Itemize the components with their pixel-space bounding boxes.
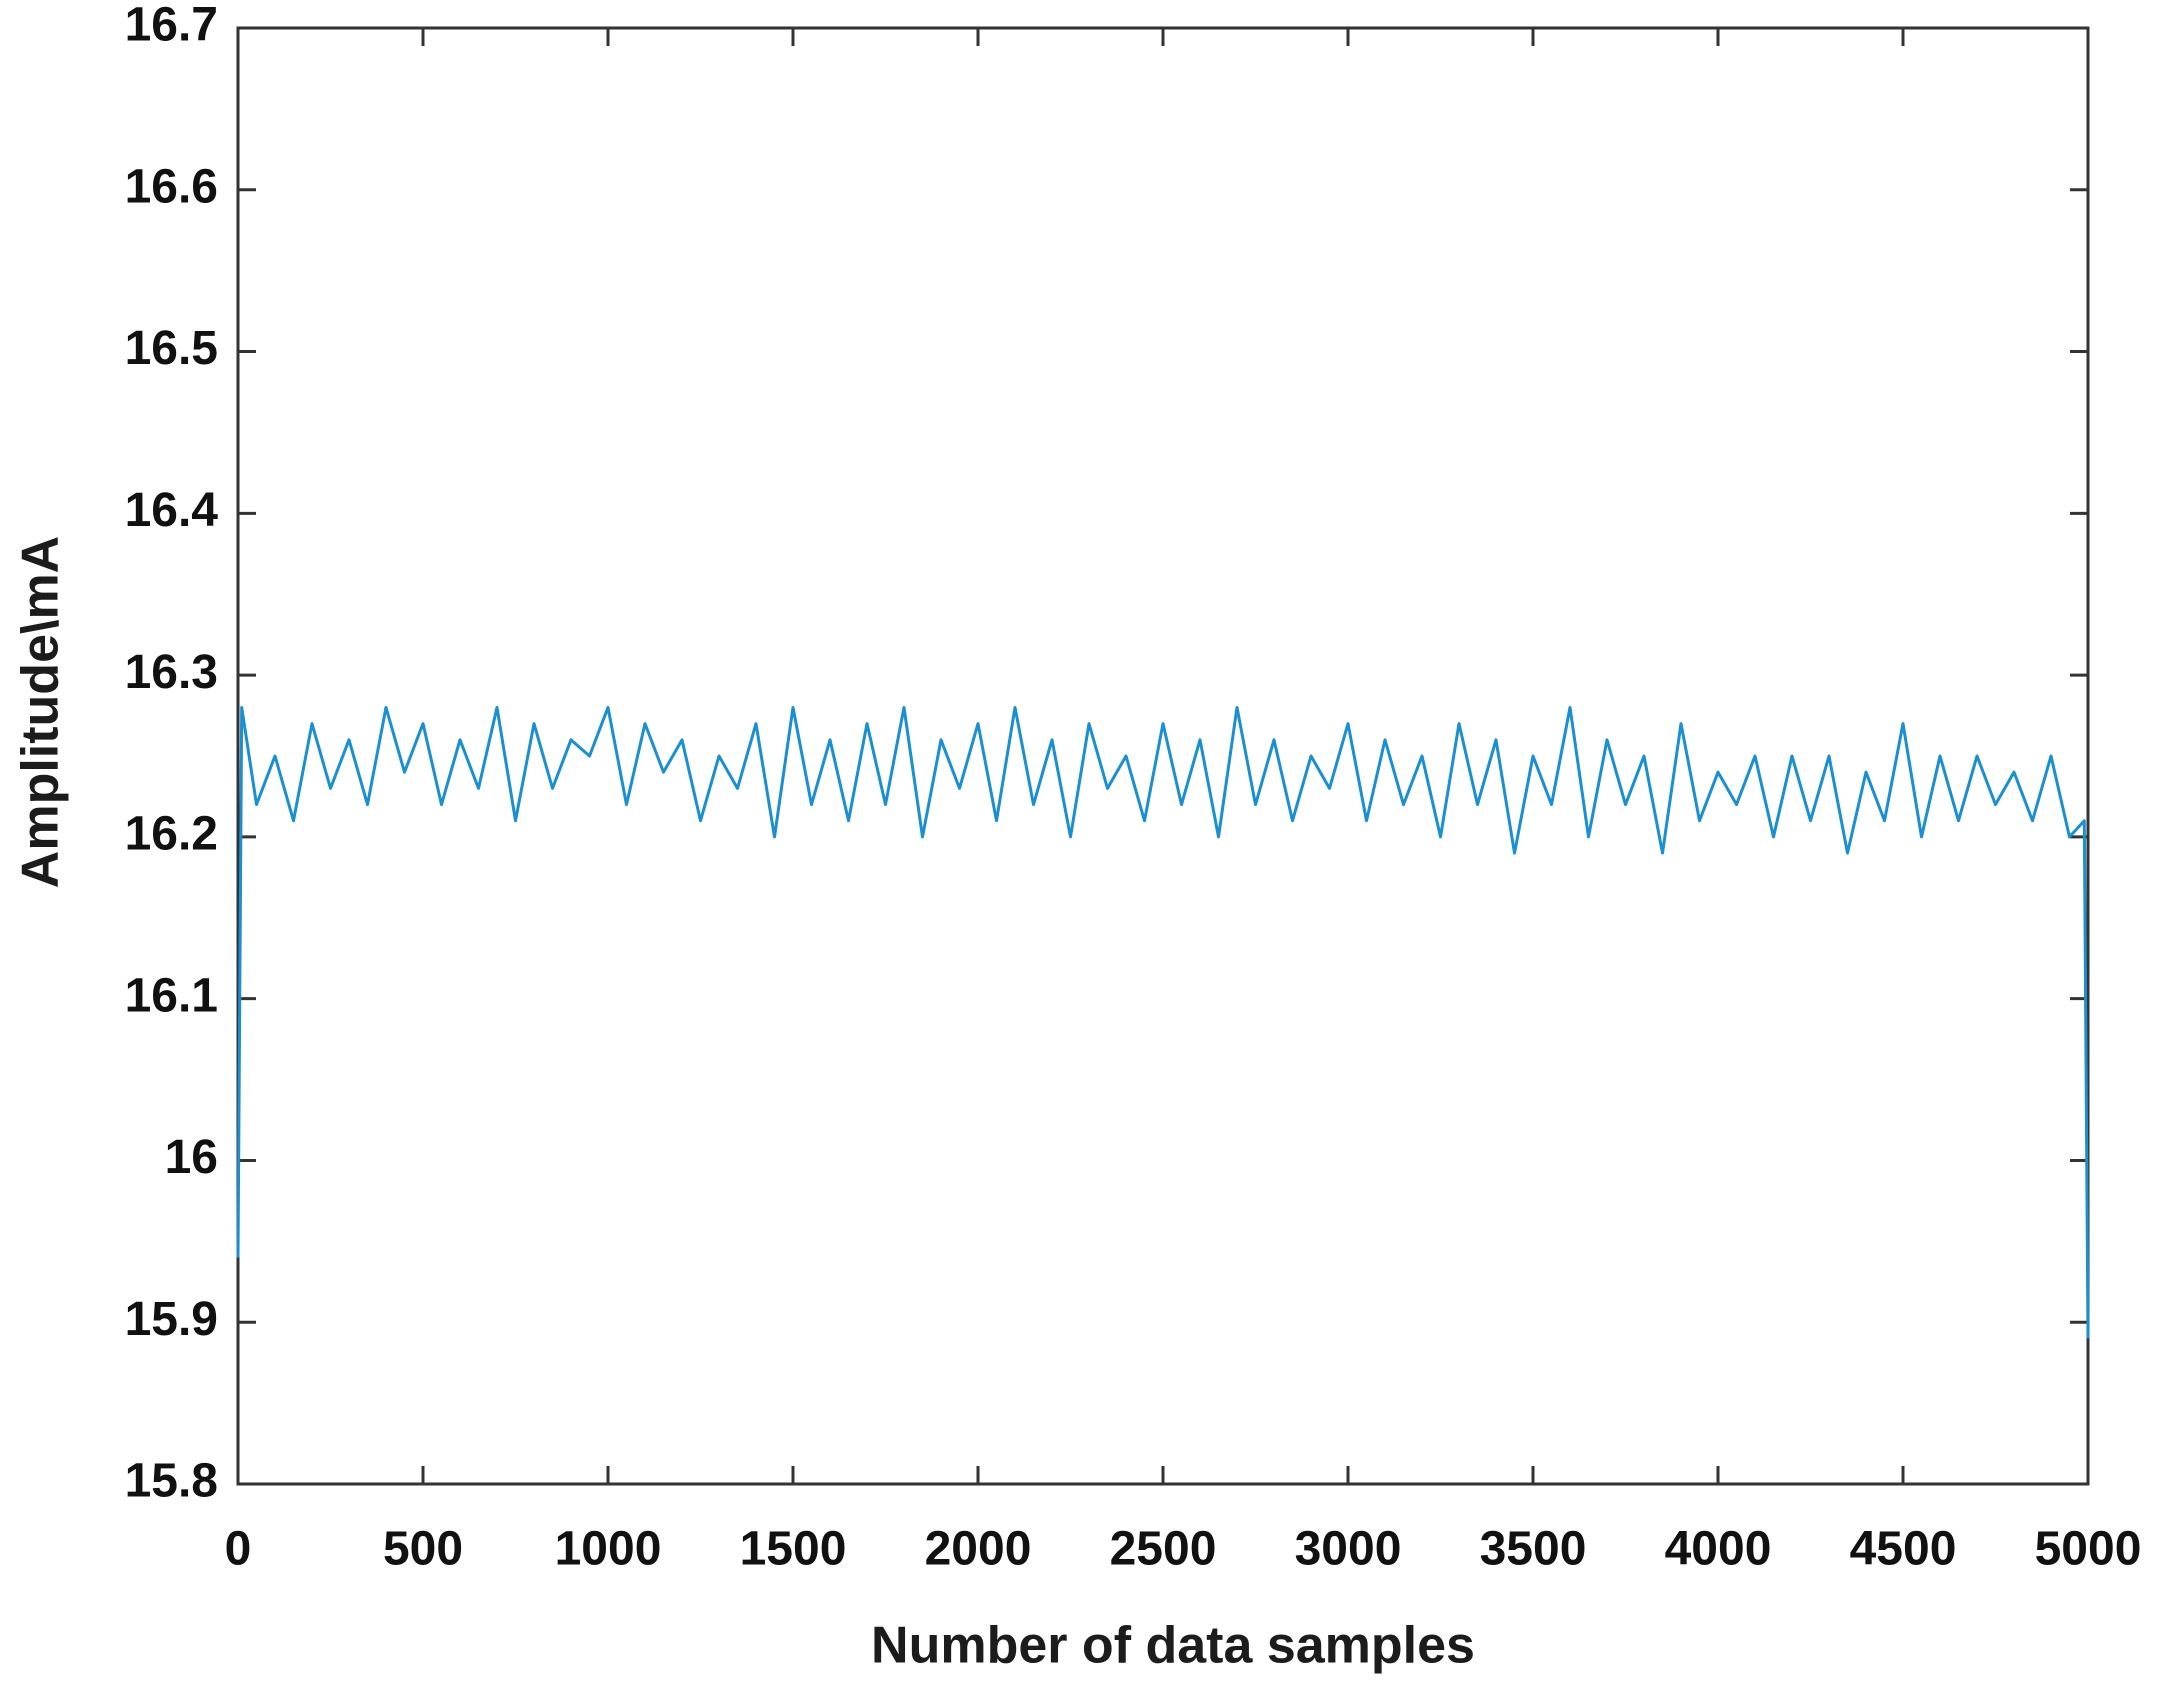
y-tick-label: 16.1 xyxy=(125,969,218,1022)
x-tick-label: 1000 xyxy=(555,1523,662,1576)
x-tick-label: 4000 xyxy=(1665,1523,1772,1576)
y-tick-label: 15.8 xyxy=(125,1455,218,1508)
x-tick-label: 3000 xyxy=(1295,1523,1402,1576)
y-tick-label: 16.7 xyxy=(125,0,218,52)
x-axis-label: Number of data samples xyxy=(871,1617,1475,1675)
y-tick-label: 16.4 xyxy=(125,484,219,537)
x-tick-label: 2000 xyxy=(925,1523,1032,1576)
x-tick-label: 4500 xyxy=(1850,1523,1957,1576)
y-tick-label: 16.6 xyxy=(125,160,218,213)
x-tick-label: 0 xyxy=(225,1523,252,1576)
x-tick-label: 3500 xyxy=(1480,1523,1587,1576)
y-tick-label: 16.5 xyxy=(125,322,218,375)
x-tick-label: 5000 xyxy=(2035,1523,2142,1576)
plot-frame xyxy=(236,26,2090,1486)
x-tick-label: 500 xyxy=(383,1523,463,1576)
x-tick-label: 2500 xyxy=(1110,1523,1217,1576)
y-tick-label: 16.3 xyxy=(125,646,218,699)
data-line xyxy=(236,705,2090,1339)
y-tick-label: 16.2 xyxy=(125,808,218,861)
y-tick-label: 15.9 xyxy=(125,1293,218,1346)
x-tick-label: 1500 xyxy=(740,1523,847,1576)
y-axis-label: Amplitude\mA xyxy=(12,536,70,888)
y-tick-label: 16 xyxy=(165,1131,218,1184)
